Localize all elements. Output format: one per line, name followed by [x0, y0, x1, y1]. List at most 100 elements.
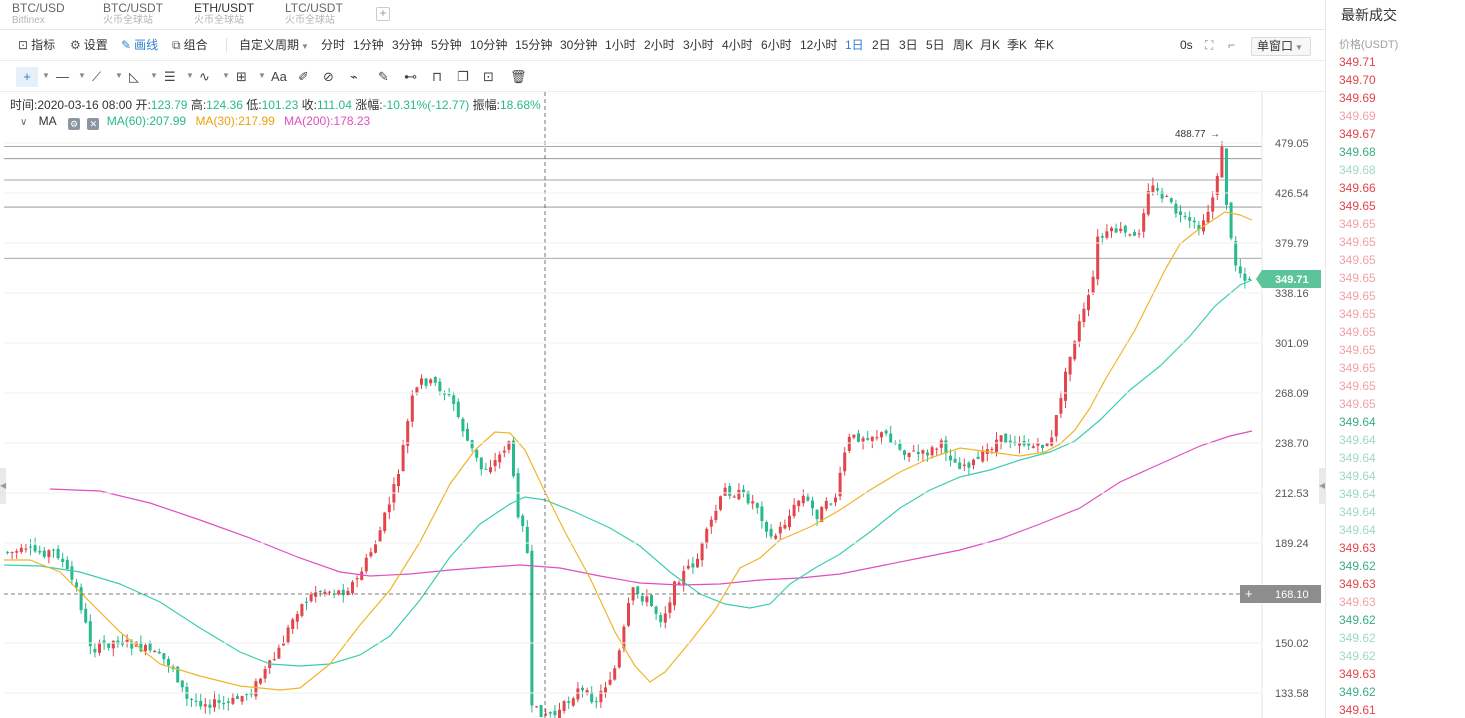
period-15min[interactable]: 15分钟	[515, 38, 553, 52]
candle-body	[599, 690, 603, 703]
trend-line-icon[interactable]: ⟋	[92, 69, 102, 84]
candle-body	[56, 548, 60, 559]
candle-body	[769, 528, 773, 537]
period-6h[interactable]: 6小时	[761, 38, 792, 52]
grid-icon[interactable]: ⊞	[236, 69, 247, 84]
price-axis: 479.05 426.54 379.79 338.16 301.09 268.09 238.…	[4, 138, 1309, 700]
period-3h[interactable]: 3小时	[683, 38, 714, 52]
trade-row: 349.65	[1339, 199, 1376, 213]
candle-body	[677, 582, 681, 585]
period-12h[interactable]: 12小时	[800, 38, 838, 52]
chart-canvas[interactable]: 479.05 426.54 379.79 338.16 301.09 268.09 238.…	[0, 92, 1325, 718]
period-year[interactable]: 年K	[1034, 38, 1055, 52]
period-1min[interactable]: 1分钟	[353, 38, 384, 52]
chevron-down-icon[interactable]: ∨	[20, 117, 28, 128]
symbol-tab-ltc-usdt[interactable]: LTC/USDT 火币全球站	[285, 2, 343, 28]
period-2h[interactable]: 2小时	[644, 38, 675, 52]
countdown-timer: 0s	[1180, 38, 1193, 52]
period-30min[interactable]: 30分钟	[560, 38, 598, 52]
expand-icon[interactable]: ⌐	[1228, 38, 1236, 52]
lock-icon[interactable]: ⊓	[432, 69, 443, 84]
period-3d[interactable]: 3日	[899, 38, 918, 52]
period-4h[interactable]: 4小时	[722, 38, 753, 52]
candle-body	[489, 467, 492, 473]
candle-body	[203, 704, 207, 707]
period-5min[interactable]: 5分钟	[431, 38, 462, 52]
candle-body	[788, 515, 791, 528]
trash-icon[interactable]: 🗑	[510, 69, 527, 84]
custom-period-dropdown[interactable]: 自定义周期 ▼	[239, 30, 309, 60]
candle-body	[801, 495, 805, 504]
period-1d[interactable]: 1日	[845, 38, 864, 52]
candle-body	[709, 519, 713, 527]
period-3min[interactable]: 3分钟	[392, 38, 423, 52]
candle-body	[714, 510, 718, 521]
close-icon[interactable]: ✕	[87, 118, 100, 130]
period-fenshi[interactable]: 分时	[321, 38, 346, 52]
period-1h[interactable]: 1小时	[605, 38, 636, 52]
candle-body	[144, 645, 147, 652]
collapse-right-handle[interactable]: ◀	[1319, 468, 1325, 504]
candle-body	[1243, 273, 1247, 281]
wave-icon[interactable]: ∿	[199, 69, 210, 84]
candle-body	[1119, 228, 1123, 232]
cursor-icon[interactable]: +	[16, 67, 38, 87]
candle-body	[1059, 398, 1063, 414]
candle-body	[884, 430, 888, 434]
candle-body	[433, 377, 437, 383]
combine-button[interactable]: ⧉ 组合	[172, 30, 208, 60]
draw-button[interactable]: ✎ 画线	[121, 30, 158, 60]
pattern-icon[interactable]: ⊷	[404, 69, 417, 84]
candle-body	[1156, 188, 1159, 191]
ruler-icon[interactable]: ⌁	[350, 69, 358, 84]
period-week[interactable]: 周K	[953, 38, 974, 52]
candle-body	[24, 548, 28, 550]
angle-icon[interactable]: ◺	[129, 69, 139, 84]
trade-row: 349.64	[1339, 469, 1376, 483]
horizontal-line-icon[interactable]: —	[56, 69, 69, 84]
indicators-button[interactable]: ⊡ 指标	[18, 30, 55, 60]
candle-body	[571, 698, 575, 706]
settings-button[interactable]: ⚙ 设置	[70, 30, 108, 60]
candle-body	[98, 642, 101, 653]
screenshot-icon[interactable]: ⊡	[483, 69, 494, 84]
text-icon[interactable]: Aa	[271, 69, 287, 84]
candle-body	[539, 705, 543, 718]
candle-body	[226, 701, 230, 703]
period-10min[interactable]: 10分钟	[470, 38, 508, 52]
period-quarter[interactable]: 季K	[1007, 38, 1028, 52]
price-tick-label: 426.54	[1275, 188, 1309, 200]
magnet-icon[interactable]: ⊘	[323, 69, 334, 84]
candle-body	[581, 687, 584, 691]
candle-body	[1229, 202, 1233, 239]
period-5d[interactable]: 5日	[926, 38, 945, 52]
candle-body	[852, 434, 856, 438]
window-mode-dropdown[interactable]: 单窗口 ▼	[1251, 37, 1311, 56]
candle-body	[654, 606, 658, 614]
period-month[interactable]: 月K	[980, 38, 1001, 52]
low-value: 101.23	[261, 98, 299, 112]
copy-icon[interactable]: ❐	[457, 69, 469, 84]
pencil-icon[interactable]: ✎	[378, 69, 389, 84]
price-tick-label: 268.09	[1275, 388, 1309, 400]
symbol-tab-btc-usd[interactable]: BTC/USD Bitfinex	[12, 2, 65, 28]
add-tab-button[interactable]: +	[376, 7, 390, 21]
candle-body	[1031, 446, 1035, 448]
period-2d[interactable]: 2日	[872, 38, 891, 52]
fullscreen-icon[interactable]: ⛶	[1205, 38, 1214, 52]
chevron-down-icon: ▼	[258, 71, 266, 80]
fib-icon[interactable]: ☰	[164, 69, 176, 84]
candle-body	[530, 550, 534, 706]
symbol-tab-eth-usdt[interactable]: ETH/USDT 火币全球站	[194, 2, 254, 28]
symbol-tab-btc-usdt[interactable]: BTC/USDT 火币全球站	[103, 2, 163, 28]
candle-body	[512, 440, 515, 477]
kline-chart[interactable]: 479.05 426.54 379.79 338.16 301.09 268.09 238.…	[0, 92, 1325, 718]
collapse-left-handle[interactable]: ◀	[0, 468, 6, 504]
layout-icon: ⧉	[172, 38, 181, 52]
candle-body	[1110, 227, 1113, 232]
trade-row: 349.62	[1339, 685, 1376, 699]
chevron-down-icon: ▼	[150, 71, 158, 80]
gear-icon[interactable]: ⚙	[68, 118, 81, 130]
candle-body	[608, 679, 612, 685]
brush-icon[interactable]: ✐	[298, 69, 309, 84]
